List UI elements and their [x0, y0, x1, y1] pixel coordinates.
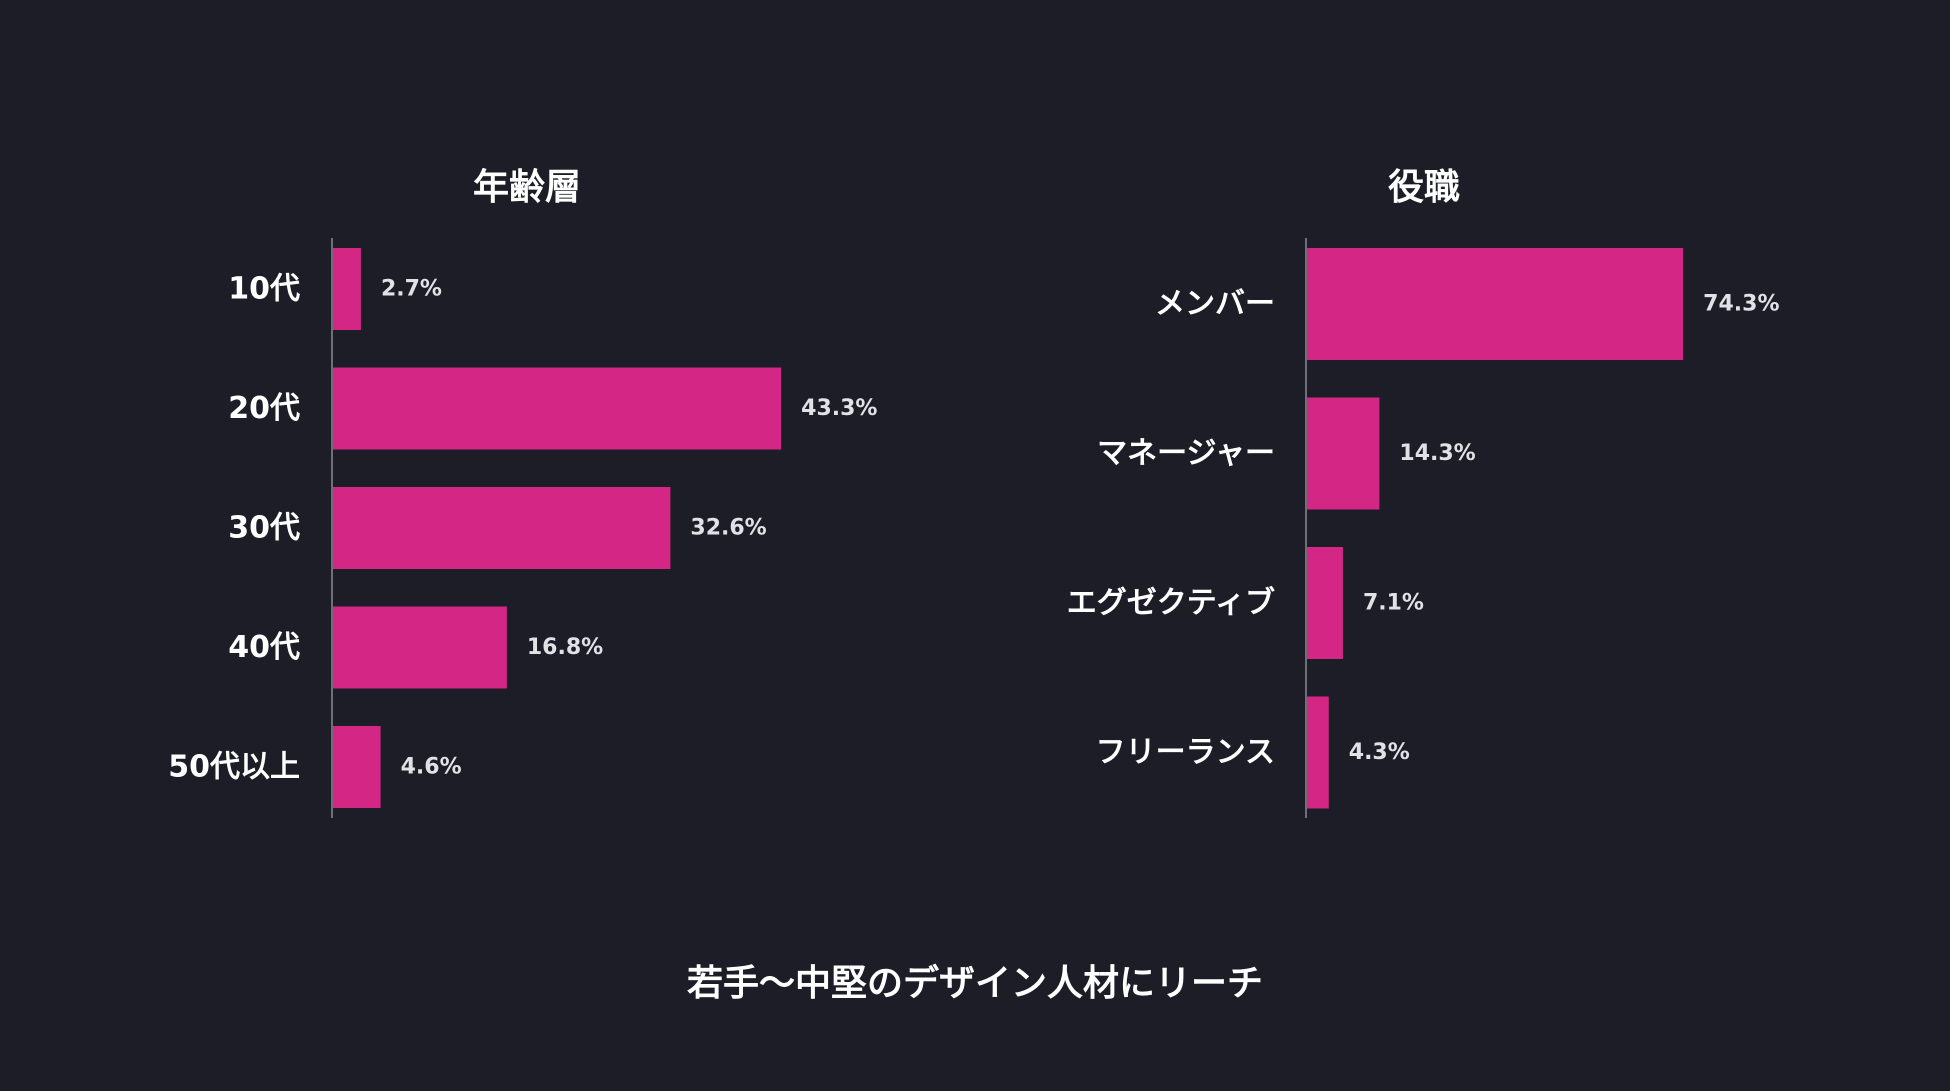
age-chart-title: 年齢層	[473, 167, 581, 208]
role-category-label: マネージャー	[1097, 436, 1275, 471]
age-category-label: 40代	[228, 630, 300, 665]
role-bar	[1307, 547, 1343, 659]
chart-caption: 若手〜中堅のデザイン人材にリーチ	[687, 962, 1263, 1004]
age-value-label: 2.7%	[381, 277, 442, 302]
age-bar	[333, 367, 782, 450]
role-bar	[1307, 248, 1684, 360]
role-value-label: 4.3%	[1349, 740, 1410, 765]
age-value-label: 4.6%	[401, 755, 462, 780]
role-bar	[1307, 696, 1329, 809]
role-category-label: メンバー	[1155, 287, 1275, 322]
role-value-label: 7.1%	[1363, 591, 1424, 616]
age-bar-chart: 年齢層 10代 2.7% 20代 43.3% 30代 32.6% 40代 16.8% 50代以上 4…	[168, 167, 877, 818]
age-bar	[333, 248, 361, 330]
role-category-label: エグゼクティブ	[1067, 586, 1275, 621]
age-category-label: 20代	[228, 391, 300, 426]
age-category-label: 50代以上	[168, 750, 300, 785]
age-value-label: 43.3%	[801, 396, 877, 421]
role-value-label: 14.3%	[1399, 441, 1475, 466]
age-bar	[333, 726, 381, 808]
role-category-label: フリーランス	[1096, 735, 1275, 770]
age-value-label: 32.6%	[690, 516, 766, 541]
role-bar	[1307, 397, 1380, 510]
age-value-label: 16.8%	[527, 635, 603, 660]
age-bar	[333, 606, 507, 689]
age-category-label: 30代	[228, 511, 300, 546]
role-value-label: 74.3%	[1703, 292, 1779, 317]
age-bar	[333, 487, 671, 569]
age-category-label: 10代	[228, 272, 300, 307]
role-chart-title: 役職	[1388, 167, 1460, 208]
